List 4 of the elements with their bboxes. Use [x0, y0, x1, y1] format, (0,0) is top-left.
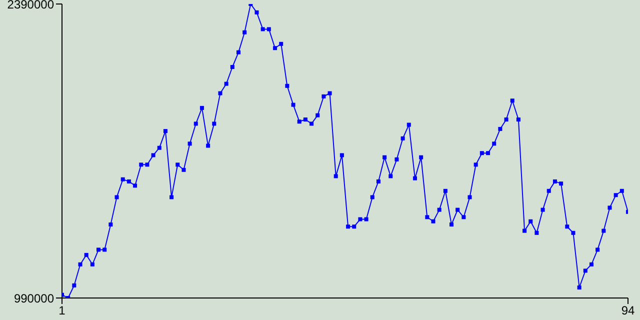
x-tick-label: 1: [58, 304, 66, 318]
y-tick-label: 2390000: [7, 0, 54, 12]
y-tick-label: 990000: [14, 291, 54, 306]
x-tick-label: 94: [621, 304, 635, 318]
